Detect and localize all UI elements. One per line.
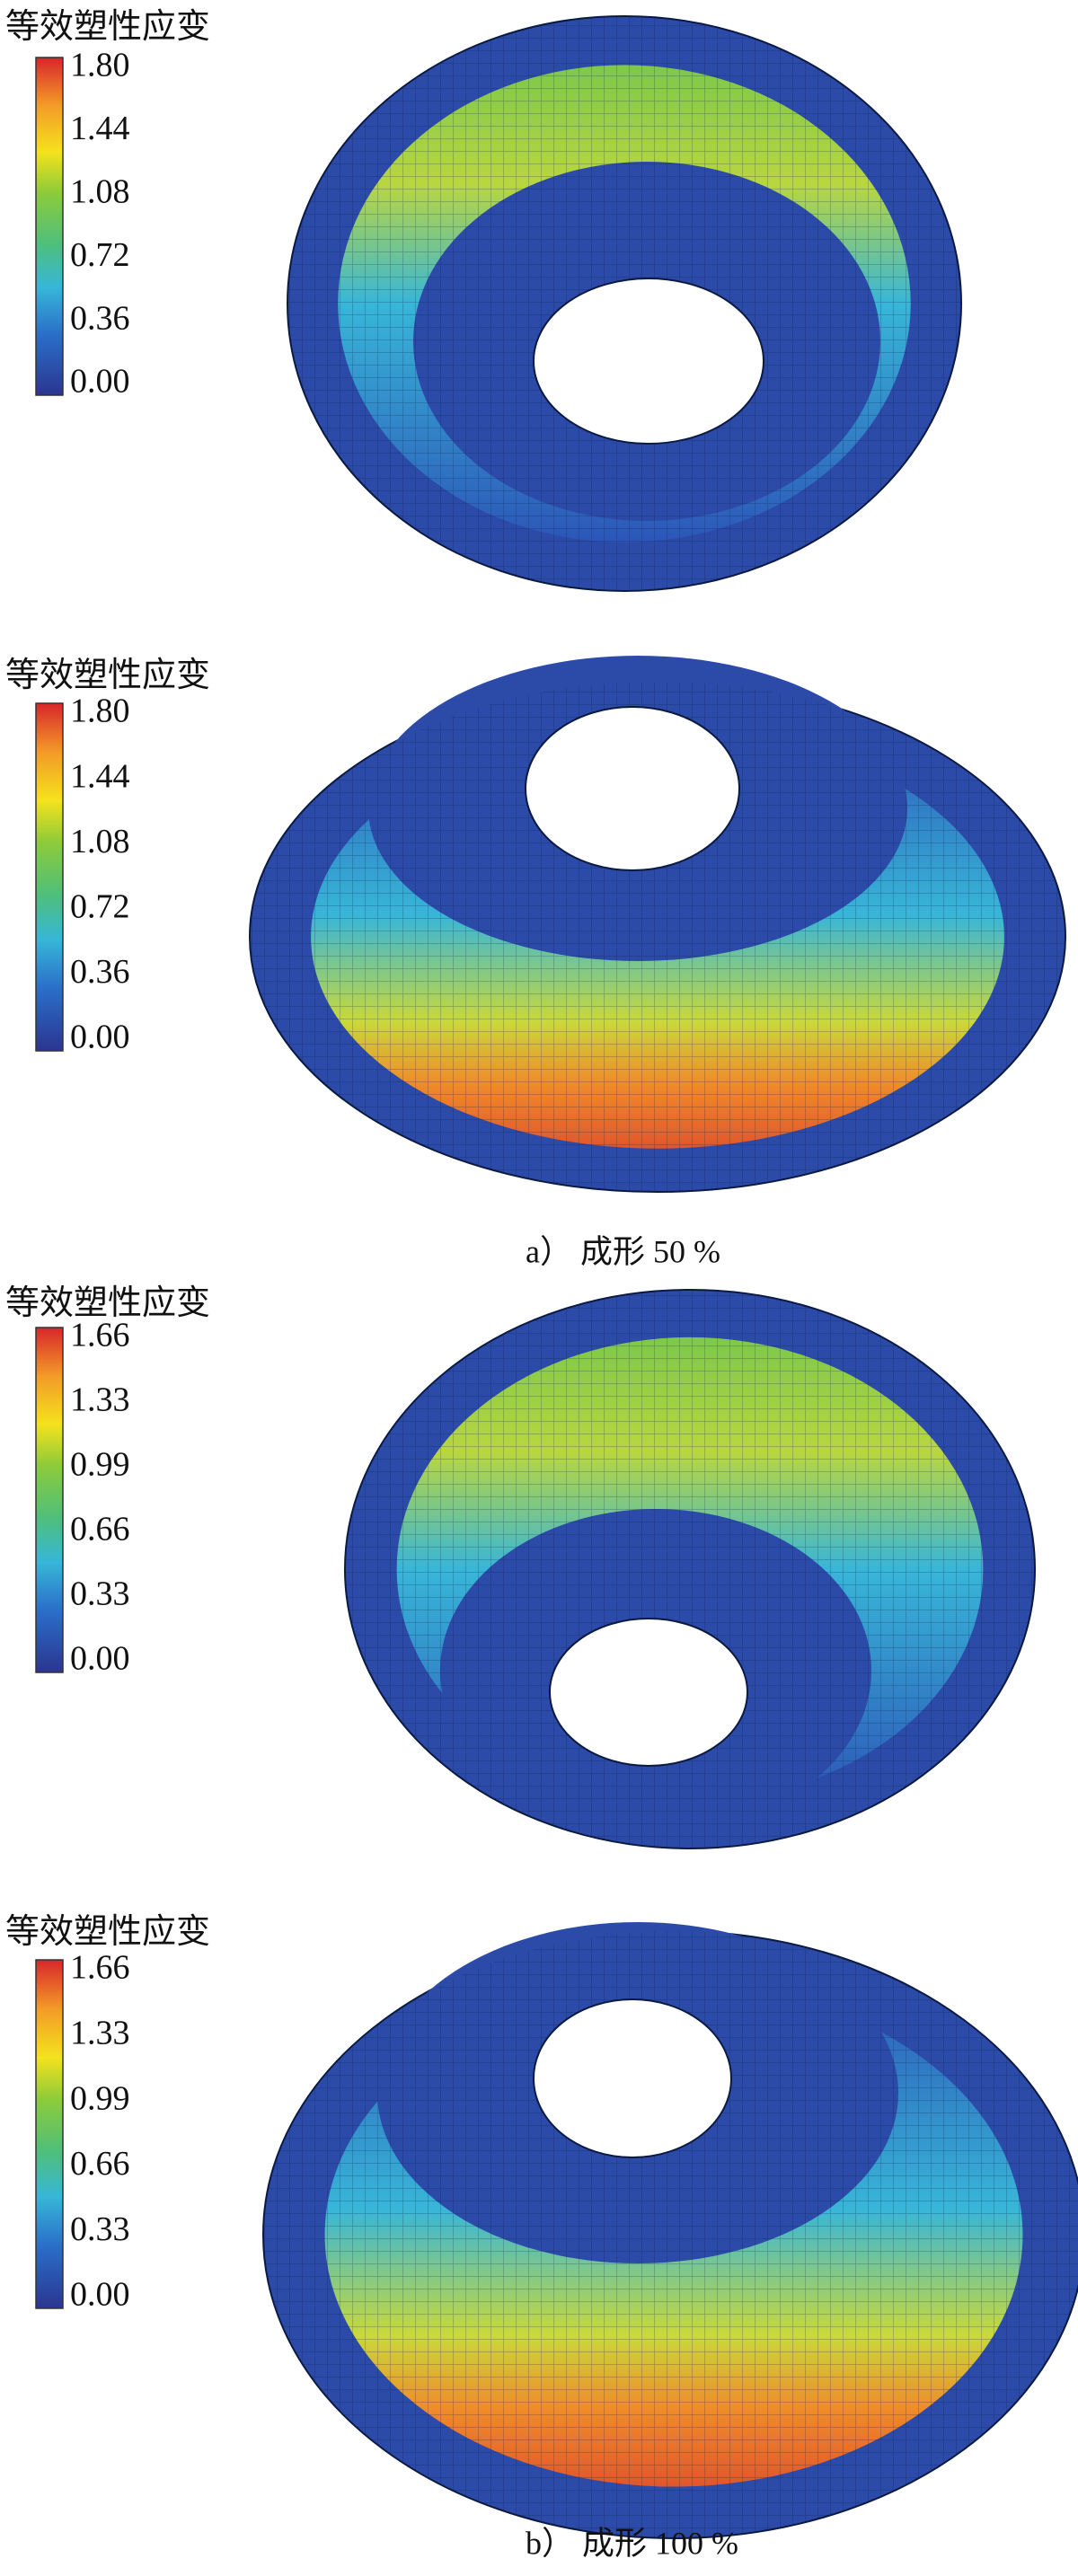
colorbar [35,702,64,1052]
colorbar-tick-label: 0.66 [70,2145,130,2183]
colorbar-tick-label: 1.66 [70,1949,130,1987]
ring-hole [533,278,764,445]
colorbar-tick-label: 1.08 [70,173,130,211]
colorbar-tick-label: 1.66 [70,1317,130,1354]
colorbar-tick-label: 0.00 [70,1019,130,1056]
colorbar-tick-label: 0.72 [70,888,130,926]
colorbar-tick-label: 0.72 [70,236,130,274]
colorbar-tick-label: 1.44 [70,757,130,795]
mesh [263,1931,1078,2538]
ring-hole [533,1998,732,2158]
legend-title: 等效塑性应变 [5,6,210,46]
colorbar-tick-label: 0.99 [70,1446,130,1484]
colorbar [35,57,64,396]
caption: a） 成形 50 % [526,1233,720,1269]
colorbar [35,1959,64,2309]
colorbar-tick-label: 1.44 [70,110,130,147]
mesh [345,1290,1035,1848]
colorbar-tick-label: 0.36 [70,299,130,337]
ring-hole [525,706,740,871]
colorbar-tick-label: 1.33 [70,2015,130,2052]
colorbar-tick-label: 1.80 [70,693,130,730]
colorbar-tick-label: 0.00 [70,1640,130,1678]
colorbar-tick-label: 0.33 [70,1575,130,1613]
colorbar-tick-label: 0.36 [70,953,130,991]
ring-hole [549,1618,748,1767]
colorbar-tick-label: 0.66 [70,1511,130,1548]
legend-title: 等效塑性应变 [5,1911,210,1951]
colorbar-tick-label: 1.33 [70,1381,130,1419]
legend-title: 等效塑性应变 [5,655,210,694]
mesh [250,682,1065,1192]
colorbar-tick-label: 1.80 [70,47,130,84]
colorbar-tick-label: 0.99 [70,2079,130,2117]
legend-title: 等效塑性应变 [5,1283,210,1322]
colorbar [35,1327,64,1673]
caption: b） 成形 100 % [526,2525,738,2561]
colorbar-tick-label: 0.00 [70,2276,130,2314]
colorbar-tick-label: 0.00 [70,363,130,401]
colorbar-tick-label: 0.33 [70,2210,130,2248]
colorbar-tick-label: 1.08 [70,823,130,860]
